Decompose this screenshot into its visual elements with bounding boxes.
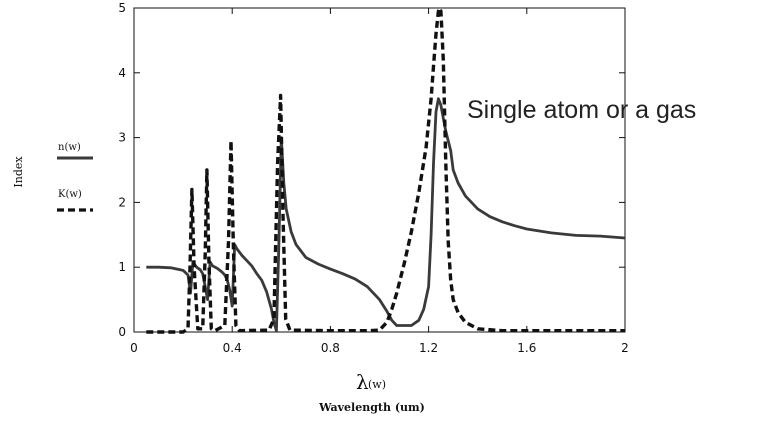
series-layer [146, 6, 626, 334]
annotation-text: Single atom or a gas [467, 96, 696, 124]
y-axis: 0 1 2 3 4 5 [118, 1, 625, 339]
x-axis: 0 0.4 0.8 1.2 1.6 2 [130, 8, 629, 355]
y-axis-label: Index [12, 156, 25, 188]
series-n-line [146, 97, 626, 333]
x-tick-label: 2 [621, 341, 629, 355]
legend: n(w) K(w) [57, 142, 93, 212]
y-tick-label: 5 [118, 1, 126, 15]
x-tick-label: 1.2 [419, 341, 438, 355]
y-tick-label: 3 [118, 131, 126, 145]
x-axis-symbol: λ [356, 370, 369, 394]
legend-label-k: K(w) [58, 189, 82, 200]
y-tick-label: 4 [118, 66, 126, 80]
x-axis-label: Wavelength (um) [318, 401, 425, 414]
y-tick-label: 2 [118, 195, 126, 209]
y-tick-label: 1 [118, 260, 126, 274]
y-tick-label: 0 [118, 325, 126, 339]
plot-area [133, 7, 626, 333]
plot-border [133, 7, 626, 333]
series-k-line [146, 6, 625, 334]
x-tick-label: 0.4 [223, 341, 242, 355]
x-tick-label: 0.8 [321, 341, 340, 355]
legend-label-n: n(w) [58, 142, 81, 153]
x-tick-label: 0 [130, 341, 138, 355]
x-tick-label: 1.6 [517, 341, 536, 355]
x-axis-symbol-arg: (w) [368, 378, 386, 391]
